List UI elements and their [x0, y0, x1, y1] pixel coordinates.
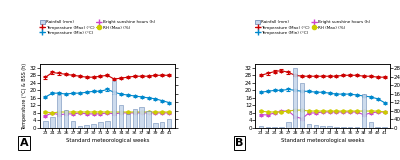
Bar	[327, 126, 332, 128]
Bar	[362, 94, 366, 128]
Text: B: B	[235, 138, 244, 148]
Bar	[314, 125, 318, 128]
Bar	[132, 109, 137, 128]
Bar	[272, 127, 277, 128]
Bar	[300, 83, 304, 128]
Bar	[146, 111, 151, 128]
Bar	[105, 120, 110, 128]
Bar	[78, 126, 82, 128]
Bar	[320, 126, 325, 128]
Bar	[259, 126, 263, 128]
Bar	[98, 122, 103, 128]
Bar	[376, 127, 380, 128]
Bar	[57, 95, 62, 128]
Bar	[348, 127, 352, 128]
Bar	[307, 124, 311, 128]
Bar	[266, 127, 270, 128]
Bar	[140, 107, 144, 128]
Bar	[355, 127, 359, 128]
Bar	[84, 125, 89, 128]
Bar	[64, 110, 68, 128]
Bar	[43, 120, 48, 128]
Bar	[279, 127, 284, 128]
Bar	[382, 127, 387, 128]
Bar	[167, 120, 171, 128]
X-axis label: Standard meteorological weeks: Standard meteorological weeks	[66, 138, 149, 143]
Bar	[71, 120, 75, 128]
Bar	[293, 68, 298, 128]
Bar	[126, 114, 130, 128]
Bar	[119, 104, 123, 128]
Bar	[341, 127, 346, 128]
Bar	[50, 117, 54, 128]
Y-axis label: Temperature (°C) & BSS (h): Temperature (°C) & BSS (h)	[22, 62, 27, 130]
Text: A: A	[20, 138, 28, 148]
Bar	[153, 123, 158, 128]
Legend: Rainfall (mm), Temperature (Max) (°C), Temperature (Min) (°C), Bright sunshine h: Rainfall (mm), Temperature (Max) (°C), T…	[39, 20, 155, 35]
Bar	[160, 122, 164, 128]
Bar	[91, 124, 96, 128]
Bar	[286, 122, 290, 128]
Bar	[368, 122, 373, 128]
Bar	[334, 127, 339, 128]
Legend: Rainfall (mm), Temperature (Max) (°C), Temperature (Min) (°C), Bright sunshine h: Rainfall (mm), Temperature (Max) (°C), T…	[255, 20, 371, 35]
X-axis label: Standard meteorological weeks: Standard meteorological weeks	[281, 138, 364, 143]
Bar	[112, 81, 116, 128]
